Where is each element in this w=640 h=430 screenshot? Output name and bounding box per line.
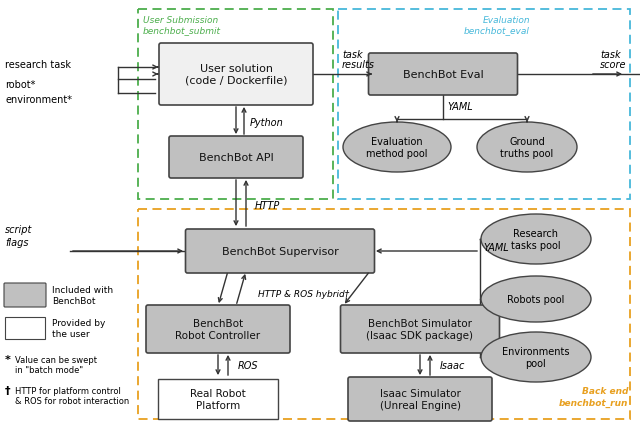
Text: Evaluation: Evaluation	[483, 16, 530, 25]
Text: User solution
(code / Dockerfile): User solution (code / Dockerfile)	[185, 64, 287, 86]
Text: benchbot_run: benchbot_run	[559, 398, 628, 407]
Ellipse shape	[343, 123, 451, 172]
Text: Python: Python	[250, 118, 284, 128]
Bar	[138, 10, 333, 200]
Text: robot*: robot*	[5, 80, 35, 90]
Text: Isaac Simulator
(Unreal Engine): Isaac Simulator (Unreal Engine)	[380, 388, 461, 410]
FancyBboxPatch shape	[369, 54, 518, 96]
Text: BenchBot Supervisor: BenchBot Supervisor	[221, 246, 339, 256]
Text: Back end: Back end	[582, 386, 628, 395]
Text: *: *	[5, 354, 11, 364]
FancyBboxPatch shape	[158, 379, 278, 419]
Text: ROS: ROS	[238, 360, 259, 370]
Text: flags: flags	[5, 237, 29, 247]
Text: Provided by
the user: Provided by the user	[52, 319, 106, 338]
Text: †: †	[5, 385, 11, 395]
Bar	[338, 10, 630, 200]
Ellipse shape	[481, 215, 591, 264]
Bar	[138, 209, 630, 419]
Ellipse shape	[481, 332, 591, 382]
Text: HTTP: HTTP	[255, 200, 280, 211]
Text: results: results	[342, 60, 375, 70]
Text: Value can be swept
in "batch mode": Value can be swept in "batch mode"	[15, 355, 97, 375]
FancyBboxPatch shape	[4, 283, 46, 307]
Text: benchbot_submit: benchbot_submit	[143, 26, 221, 35]
Text: research task: research task	[5, 60, 71, 70]
Text: Environments
pool: Environments pool	[502, 347, 570, 368]
Text: BenchBot Eval: BenchBot Eval	[403, 70, 483, 80]
Text: Ground
truths pool: Ground truths pool	[500, 137, 554, 158]
FancyBboxPatch shape	[186, 230, 374, 273]
Text: task: task	[600, 50, 621, 60]
Text: YAML: YAML	[447, 102, 472, 112]
Text: Real Robot
Platform: Real Robot Platform	[190, 388, 246, 410]
FancyBboxPatch shape	[169, 137, 303, 178]
Ellipse shape	[477, 123, 577, 172]
Text: Isaac: Isaac	[440, 360, 465, 370]
Text: Evaluation
method pool: Evaluation method pool	[366, 137, 428, 158]
Text: environment*: environment*	[5, 95, 72, 105]
Text: Included with
BenchBot: Included with BenchBot	[52, 286, 113, 305]
Text: BenchBot API: BenchBot API	[198, 153, 273, 163]
Text: YAML: YAML	[483, 243, 509, 252]
Text: BenchBot Simulator
(Isaac SDK package): BenchBot Simulator (Isaac SDK package)	[367, 319, 474, 340]
FancyBboxPatch shape	[5, 317, 45, 339]
FancyBboxPatch shape	[159, 44, 313, 106]
Text: User Submission: User Submission	[143, 16, 218, 25]
FancyBboxPatch shape	[146, 305, 290, 353]
Text: HTTP for platform control
& ROS for robot interaction: HTTP for platform control & ROS for robo…	[15, 386, 129, 405]
Text: benchbot_eval: benchbot_eval	[464, 26, 530, 35]
FancyBboxPatch shape	[340, 305, 499, 353]
Text: BenchBot
Robot Controller: BenchBot Robot Controller	[175, 319, 260, 340]
Text: task: task	[342, 50, 363, 60]
FancyBboxPatch shape	[348, 377, 492, 421]
Text: Robots pool: Robots pool	[508, 294, 564, 304]
Text: script: script	[5, 224, 33, 234]
Ellipse shape	[481, 276, 591, 322]
Text: HTTP & ROS hybrid†: HTTP & ROS hybrid†	[258, 290, 349, 299]
Text: score: score	[600, 60, 627, 70]
Text: Research
tasks pool: Research tasks pool	[511, 229, 561, 250]
